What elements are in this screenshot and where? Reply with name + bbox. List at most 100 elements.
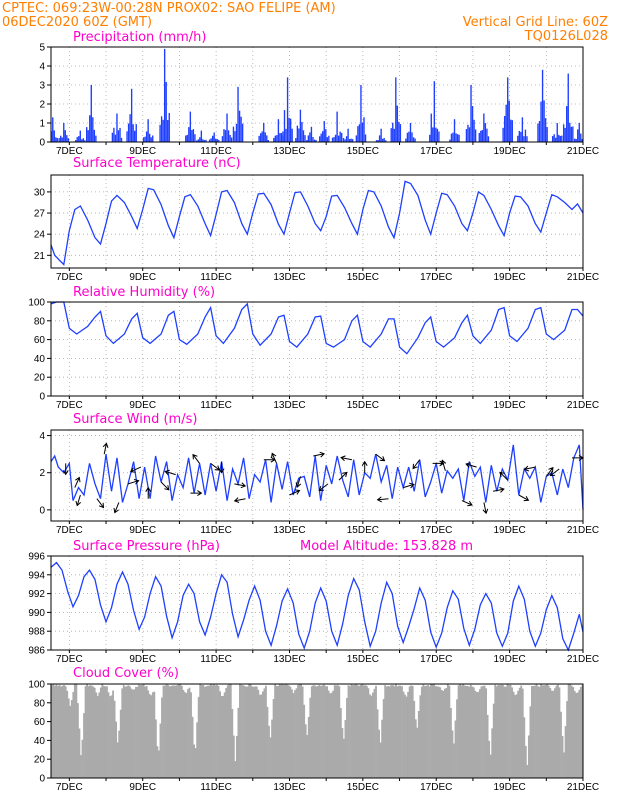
wind-arrow (127, 479, 140, 485)
cloud-bar (333, 685, 336, 778)
precip-bar (241, 123, 244, 142)
precip-bar (296, 125, 299, 142)
precip-bar (564, 127, 566, 142)
precip-bar (76, 137, 78, 142)
cloud-bar (245, 686, 247, 778)
panel-humidity: Relative Humidity (%) 0 20 40 60 80 100 7DEC 9D… (28, 285, 599, 411)
precip-bar (286, 77, 289, 142)
temperature-series-line (50, 180, 584, 266)
precipitation-xtick-label: 9DEC (129, 146, 156, 157)
pressure-frame (50, 555, 584, 651)
precip-bar (279, 133, 281, 142)
precipitation-xtick-label: 21DEC (567, 146, 599, 157)
precip-bar (162, 119, 164, 142)
precip-bar (473, 119, 475, 142)
header-model-code: TQ0126L028 (524, 29, 608, 44)
cloud-bar (142, 684, 145, 778)
cloud-bar (208, 685, 211, 778)
wind-arrow (461, 500, 473, 507)
humidity-ytick-label: 100 (28, 298, 45, 309)
cloud-bar (170, 686, 173, 778)
cloud-bar (76, 703, 79, 778)
precip-bar (285, 128, 287, 142)
cloud-bar (323, 684, 325, 778)
cloud-bar (275, 685, 278, 778)
cloud-bar (130, 688, 133, 778)
wind-xtick-label: 21DEC (567, 525, 599, 536)
cloud-bar (136, 686, 139, 778)
precip-bar (289, 118, 292, 142)
cloud-bar (497, 684, 500, 778)
precip-bar (341, 132, 343, 142)
precip-bar (470, 85, 472, 142)
precip-bar (163, 48, 166, 142)
precip-bar (541, 69, 544, 142)
precip-bar (259, 133, 262, 142)
cloud-bar (246, 686, 249, 778)
precip-bar (414, 138, 416, 142)
cloud-cover-xtick-label: 21DEC (567, 782, 599, 793)
cloud-bar (505, 686, 507, 778)
precip-bar (227, 130, 230, 142)
cloud-bar (376, 709, 379, 778)
precip-bar (348, 139, 351, 142)
precip-bar (295, 138, 297, 142)
cloud-bar (145, 686, 148, 778)
precip-bar (336, 111, 338, 142)
cloud-bar (508, 684, 510, 778)
cloud-bar (515, 694, 518, 778)
cloud-bar (543, 685, 546, 778)
cloud-bar (387, 685, 390, 778)
precip-bar (264, 132, 266, 142)
cloud-bar (235, 736, 238, 778)
cloud-bar (265, 685, 267, 778)
temperature-xtick-label: 13DEC (273, 272, 305, 283)
precip-bar (326, 137, 329, 142)
precip-bar (344, 139, 346, 142)
cloud-bar (197, 696, 200, 778)
cloud-bar (193, 744, 196, 778)
cloud-bar (424, 686, 426, 778)
wind-title: Surface Wind (m/s) (73, 412, 197, 427)
temperature-xtick-label: 9DEC (129, 272, 156, 283)
precip-bar (398, 121, 400, 142)
cloud-cover-ytick-label: 40 (34, 736, 46, 747)
cloud-bar (434, 686, 437, 778)
precipitation-ytick-label: 1 (39, 119, 45, 130)
cloud-bar (501, 684, 504, 778)
cloud-bar (96, 695, 99, 778)
cloud-bar (336, 685, 339, 778)
precip-bar (551, 136, 554, 142)
cloud-bar (558, 687, 561, 778)
precipitation-xtick-label: 13DEC (273, 146, 305, 157)
precip-bar (383, 138, 385, 142)
cloud-bar (283, 684, 286, 778)
cloud-bar (503, 686, 506, 778)
cloud-bar (460, 685, 463, 778)
cloud-bar (402, 691, 405, 778)
precip-bar (58, 138, 60, 142)
cloud-bar (417, 711, 420, 778)
precip-bar (258, 135, 260, 142)
precip-bar (546, 127, 548, 142)
cloud-bar (119, 709, 122, 778)
cloud-bar (214, 685, 217, 778)
wind-arrow (338, 471, 348, 481)
cloud-cover-ytick-label: 20 (34, 755, 46, 766)
precip-bar (483, 113, 485, 142)
cloud-bar (445, 688, 448, 778)
cloud-cover-frame (50, 683, 584, 779)
pressure-series-line (50, 561, 584, 652)
precip-bar (467, 124, 469, 142)
precip-bar (210, 138, 212, 142)
cloud-bar (303, 704, 306, 778)
cloud-cover-ytick-label: 0 (39, 774, 45, 785)
cloud-bar (240, 684, 243, 778)
precip-bar (304, 135, 306, 142)
precip-bar (160, 116, 163, 142)
cloud-bar (561, 735, 564, 778)
cloud-bar (523, 717, 526, 778)
cloud-bar (411, 685, 414, 778)
precip-bar (323, 121, 325, 142)
cloud-bar (471, 686, 474, 778)
